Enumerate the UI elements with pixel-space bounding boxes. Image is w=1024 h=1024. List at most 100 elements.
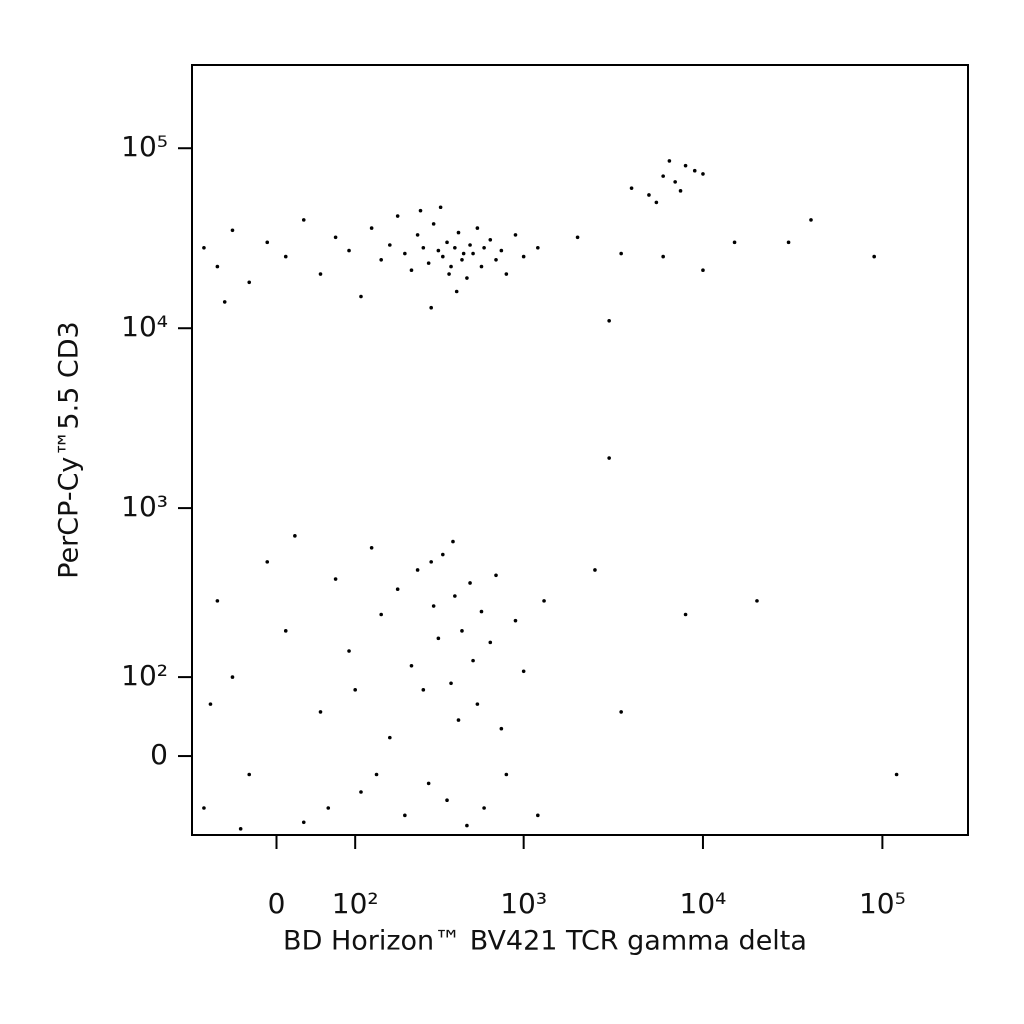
event-dot — [415, 568, 420, 572]
event-dot — [215, 264, 220, 269]
event-dot — [429, 560, 433, 564]
event-dot — [436, 248, 441, 253]
event-dot — [872, 254, 876, 259]
y-axis-title: PerCP-Cy™5.5 CD3 — [54, 321, 85, 579]
event-dot — [451, 539, 455, 544]
event-dot — [499, 248, 504, 253]
event-dot — [468, 581, 472, 585]
event-dot — [732, 240, 737, 245]
event-dot — [488, 640, 493, 645]
event-dot — [445, 240, 449, 245]
plot-frame — [191, 64, 969, 836]
event-dot — [673, 180, 677, 184]
event-dot — [445, 798, 449, 803]
event-dot — [326, 806, 331, 810]
event-dot — [449, 264, 453, 269]
x-tick-label: 10⁵ — [859, 887, 906, 920]
event-dot — [431, 604, 436, 608]
event-dot — [283, 629, 288, 633]
event-dot — [475, 702, 480, 706]
event-dot — [661, 254, 665, 259]
event-dot — [333, 577, 338, 581]
event-dot — [454, 289, 459, 294]
event-dot — [247, 280, 252, 285]
event-dot — [395, 587, 400, 592]
event-dot — [471, 658, 475, 663]
event-dot — [449, 681, 453, 686]
event-dot — [456, 230, 461, 235]
event-dot — [421, 688, 426, 692]
event-dot — [504, 272, 509, 276]
event-dot — [786, 240, 791, 245]
event-dot — [293, 534, 297, 538]
event-dot — [353, 688, 357, 692]
event-dot — [482, 245, 486, 250]
event-dot — [453, 594, 457, 598]
event-dot — [460, 629, 464, 633]
event-dot — [488, 237, 493, 242]
event-dot — [409, 268, 414, 273]
event-dot — [359, 790, 363, 794]
event-dot — [418, 208, 423, 213]
y-tick-label: 10⁵ — [121, 130, 168, 163]
event-dot — [347, 248, 351, 253]
event-dot — [230, 675, 235, 679]
event-dot — [661, 174, 665, 178]
event-dot — [575, 235, 580, 240]
event-dot — [388, 735, 392, 740]
event-dot — [521, 669, 526, 674]
event-dot — [429, 305, 433, 310]
event-dot — [513, 618, 518, 623]
event-dot — [347, 649, 351, 653]
event-dot — [629, 186, 634, 190]
event-dot — [202, 806, 206, 810]
event-dot — [208, 702, 213, 706]
event-dot — [415, 233, 420, 237]
event-dot — [447, 272, 451, 276]
event-dot — [222, 300, 227, 304]
event-dot — [409, 664, 414, 668]
event-dot — [755, 599, 759, 603]
event-dot — [436, 636, 441, 641]
event-dot — [202, 245, 206, 250]
event-dot — [619, 710, 623, 714]
event-dot — [482, 806, 486, 810]
event-dot — [265, 560, 270, 564]
event-dot — [647, 193, 651, 197]
x-tick-label: 10⁴ — [680, 887, 727, 920]
event-dot — [456, 718, 461, 722]
event-dot — [441, 254, 445, 259]
event-dot — [460, 257, 464, 262]
event-dot — [619, 251, 623, 256]
event-dot — [504, 772, 509, 777]
event-dot — [521, 254, 526, 259]
event-dot — [441, 552, 445, 557]
event-dot — [479, 264, 484, 269]
event-dot — [379, 257, 383, 262]
event-dot — [230, 228, 235, 233]
event-dot — [536, 813, 540, 818]
x-tick-label: 10³ — [500, 887, 547, 920]
event-dot — [403, 251, 407, 256]
event-dot — [426, 261, 431, 265]
event-dot — [499, 726, 504, 731]
event-dot — [894, 772, 899, 777]
event-dot — [301, 820, 306, 825]
event-dot — [678, 189, 683, 193]
event-dot — [701, 172, 705, 176]
event-dot — [494, 257, 498, 262]
event-dot — [494, 573, 498, 578]
event-dot — [536, 245, 540, 250]
event-dot — [701, 268, 705, 273]
event-dot — [333, 235, 338, 240]
event-dot — [513, 233, 518, 237]
event-dot — [465, 823, 469, 828]
event-dot — [692, 168, 697, 173]
event-dot — [379, 612, 383, 617]
event-dot — [374, 772, 379, 777]
event-dot — [318, 272, 323, 276]
event-dot — [283, 254, 288, 259]
y-tick-label: 10³ — [121, 490, 168, 523]
event-dot — [461, 251, 466, 256]
